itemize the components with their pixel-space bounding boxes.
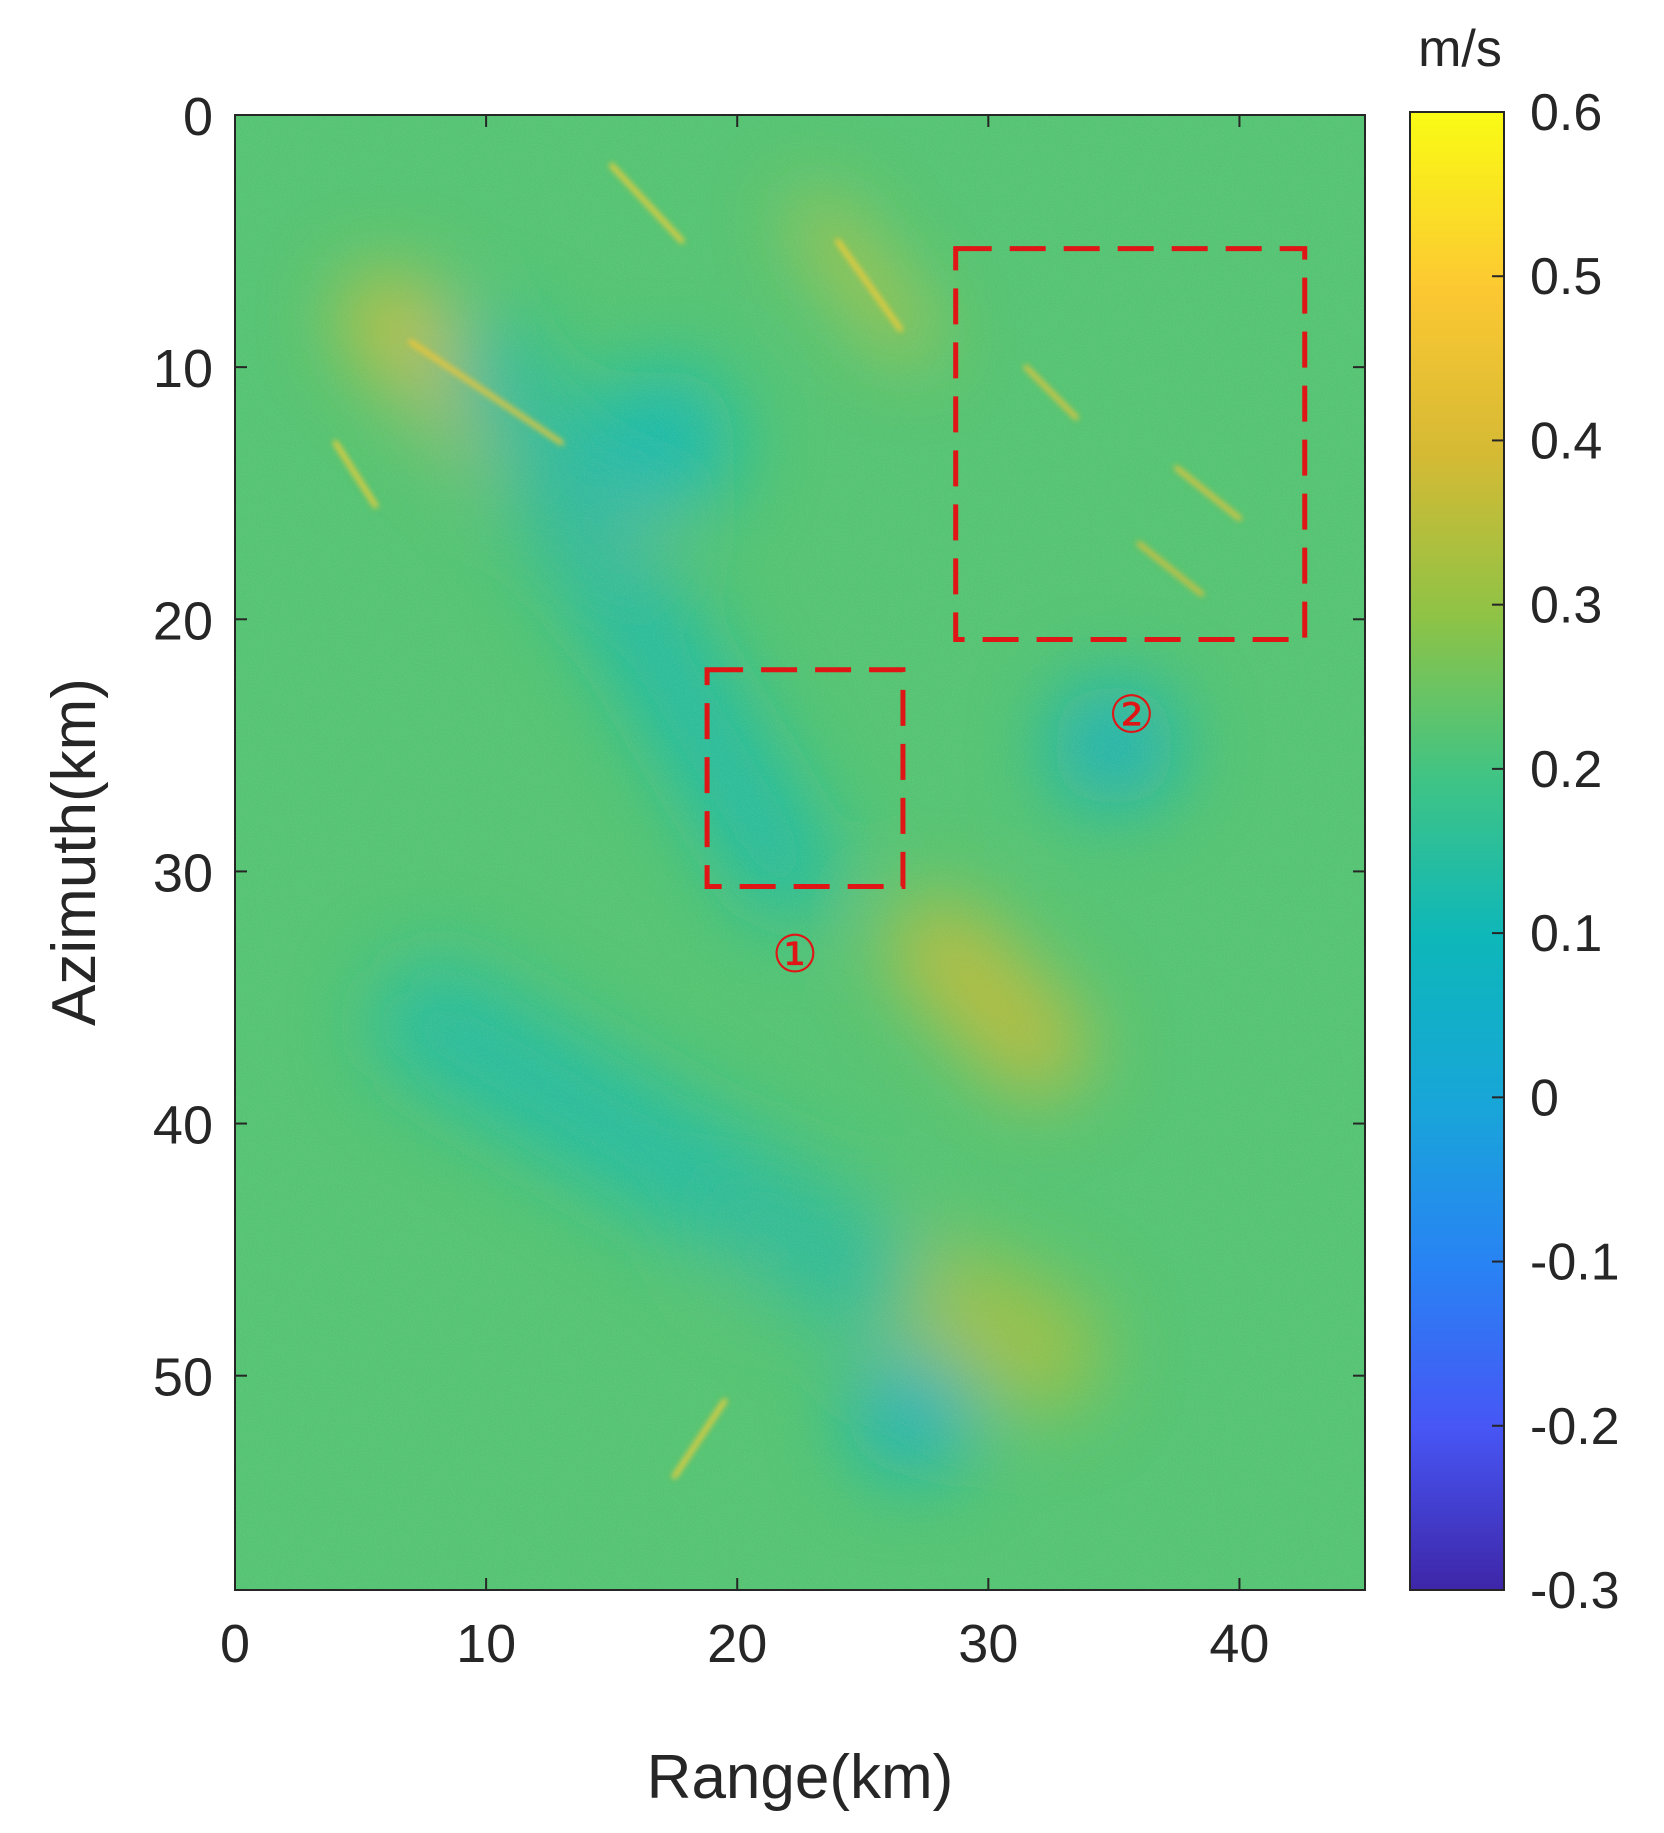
roi-label-1: ① — [772, 925, 819, 985]
colorbar-tick-label: 0.5 — [1530, 248, 1602, 306]
colorbar-tick-label: 0.2 — [1530, 741, 1602, 799]
colorbar-tick-label: 0.6 — [1530, 84, 1602, 142]
x-tick-label: 20 — [707, 1614, 767, 1674]
x-tick-label: 10 — [456, 1614, 516, 1674]
x-tick-label: 30 — [958, 1614, 1018, 1674]
colorbar: 0.6 0.5 0.4 0.3 0.2 0.1 0 -0.1 -0.2 -0.3 m/s — [1409, 20, 1620, 1620]
colorbar-bar — [1409, 111, 1505, 1591]
colorbar-tick-label: -0.3 — [1530, 1562, 1620, 1620]
colorbar-ticks: 0.6 0.5 0.4 0.3 0.2 0.1 0 -0.1 -0.2 -0.3 — [1492, 84, 1620, 1620]
y-axis-title: Azimuth(km) — [40, 678, 109, 1026]
colorbar-tick-label: 0.1 — [1530, 905, 1602, 963]
y-tick-label: 0 — [183, 87, 213, 147]
colorbar-tick-label: 0.3 — [1530, 577, 1602, 635]
x-tick-label: 0 — [220, 1614, 250, 1674]
x-axis-title: Range(km) — [647, 1743, 954, 1812]
speckle-texture — [235, 115, 1365, 1590]
y-axis-ticks: 0 10 20 30 40 50 — [153, 87, 1365, 1408]
x-axis-ticks: 0 10 20 30 40 — [220, 115, 1269, 1674]
roi-label-2: ② — [1108, 686, 1155, 746]
colorbar-tick-label: 0.4 — [1530, 412, 1602, 470]
y-tick-label: 50 — [153, 1348, 213, 1408]
colorbar-tick-label: 0 — [1530, 1069, 1559, 1127]
y-tick-label: 20 — [153, 591, 213, 651]
y-tick-label: 40 — [153, 1096, 213, 1156]
colorbar-tick-label: -0.2 — [1530, 1398, 1620, 1456]
roi-box-2 — [953, 246, 1308, 642]
x-tick-label: 40 — [1209, 1614, 1269, 1674]
y-tick-label: 10 — [153, 339, 213, 399]
plot-frame — [234, 114, 1366, 1591]
colorbar-tick-label: -0.1 — [1530, 1234, 1620, 1292]
roi-layer: ①② — [704, 246, 1308, 985]
colorbar-unit: m/s — [1418, 20, 1502, 78]
roi-box-1 — [704, 667, 906, 890]
y-tick-label: 30 — [153, 843, 213, 903]
